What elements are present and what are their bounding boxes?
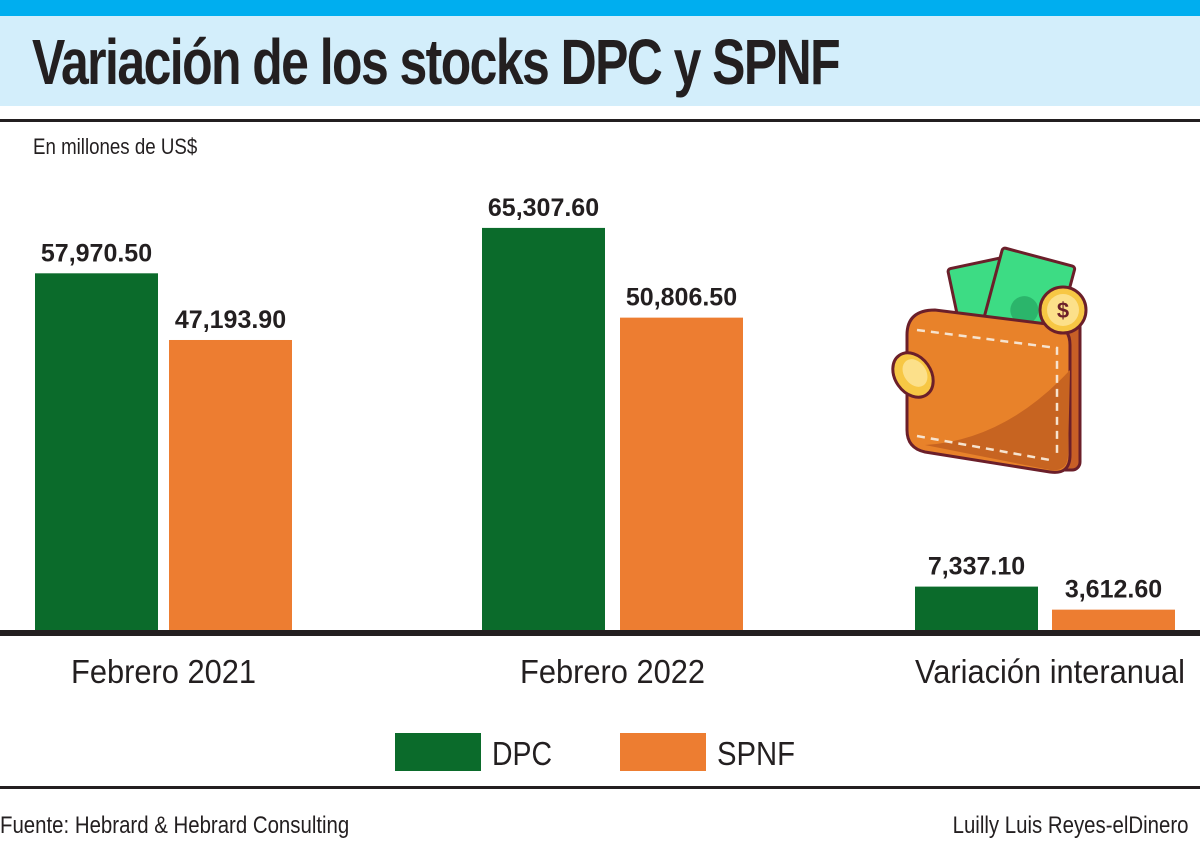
title-band: [0, 16, 1200, 106]
data-label: 65,307.60: [488, 194, 599, 222]
category-label: Febrero 2021: [71, 653, 256, 690]
category-label: Variación interanual: [915, 653, 1185, 690]
wallet-icon: $: [891, 246, 1088, 474]
data-label: 7,337.10: [928, 553, 1025, 581]
legend-label-spnf: SPNF: [717, 735, 795, 772]
bar-dpc: [915, 586, 1038, 632]
header-accent-strip: [0, 0, 1200, 16]
data-label: 47,193.90: [175, 306, 286, 334]
bar-dpc: [35, 273, 158, 632]
legend-swatch-dpc: [395, 733, 481, 771]
source-note: Fuente: Hebrard & Hebrard Consulting: [0, 812, 350, 839]
chart-title: Variación de los stocks DPC y SPNF: [32, 26, 841, 98]
bar-dpc: [482, 227, 605, 632]
category-label: Febrero 2022: [520, 653, 705, 690]
bar-spnf: [169, 339, 292, 632]
legend-swatch-spnf: [620, 733, 706, 771]
data-label: 57,970.50: [41, 239, 152, 267]
top-divider: [0, 119, 1200, 122]
x-axis-baseline: [0, 630, 1200, 636]
bar-spnf: [620, 317, 743, 632]
legend-label-dpc: DPC: [492, 735, 552, 772]
data-label: 50,806.50: [626, 284, 737, 312]
data-label: 3,612.60: [1065, 576, 1162, 604]
bar-spnf: [1052, 609, 1175, 632]
svg-text:$: $: [1057, 298, 1069, 323]
bottom-divider: [0, 786, 1200, 789]
author-credit: Luilly Luis Reyes-elDinero: [952, 812, 1188, 839]
chart-subtitle: En millones de US$: [33, 134, 198, 159]
